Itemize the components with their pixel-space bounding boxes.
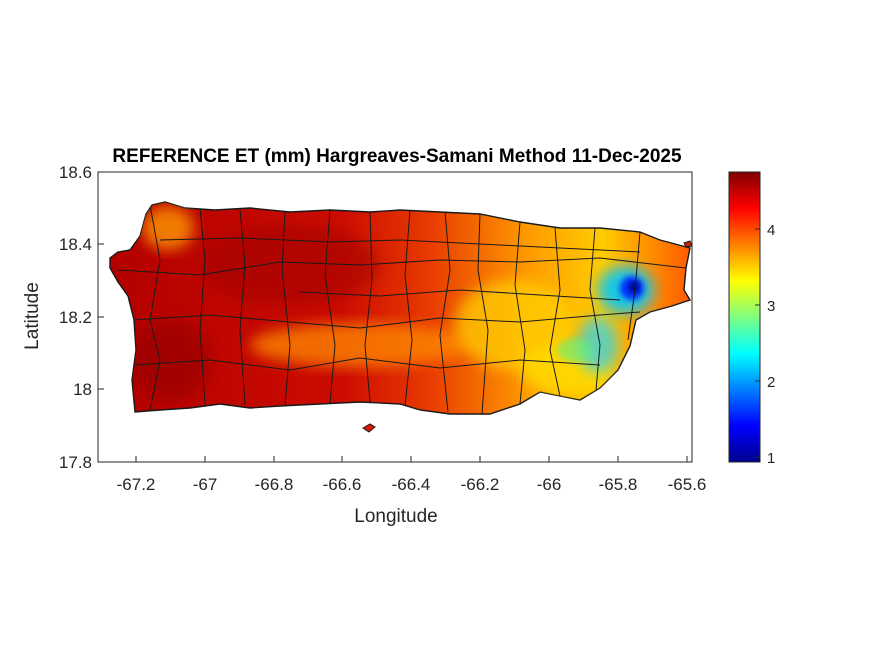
- x-tick-label: -65.6: [668, 475, 707, 494]
- x-tick-label: -66.4: [392, 475, 431, 494]
- colorbar-tick-label: 1: [767, 450, 775, 467]
- x-tick-label: -66.6: [323, 475, 362, 494]
- x-tick-label: -67.2: [117, 475, 156, 494]
- colorbar-tick-label: 4: [767, 222, 775, 239]
- colorbar: 1 2 3 4: [728, 171, 775, 467]
- x-tick-label: -65.8: [599, 475, 638, 494]
- y-tick-label: 18.6: [59, 163, 92, 182]
- caja-de-muertos-island: [362, 423, 376, 433]
- y-tick-label: 18.4: [59, 235, 92, 254]
- y-tick-label: 18: [73, 380, 92, 399]
- x-tick-label: -66.2: [461, 475, 500, 494]
- y-axis-label: Latitude: [22, 282, 43, 350]
- y-tick-label: 17.8: [59, 453, 92, 472]
- x-tick-label: -67: [193, 475, 218, 494]
- southwest-dark-red: [130, 320, 210, 400]
- x-axis-label: Longitude: [354, 506, 437, 527]
- el-yunque-core: [629, 282, 639, 292]
- east-green-band: [557, 338, 593, 362]
- highland-warm-band: [250, 323, 470, 367]
- north-dark-red: [200, 225, 380, 305]
- x-tick-labels: -67.2 -67 -66.8 -66.6 -66.4 -66.2 -66 -6…: [117, 475, 707, 494]
- colorbar-tick-label: 2: [767, 374, 775, 391]
- et-raster: [109, 201, 693, 433]
- northwest-warm-spot: [142, 206, 194, 250]
- x-tick-label: -66: [537, 475, 562, 494]
- chart-title: REFERENCE ET (mm) Hargreaves-Samani Meth…: [112, 146, 682, 167]
- central-east-yellow: [455, 280, 575, 370]
- x-tick-label: -66.8: [255, 475, 294, 494]
- culebrita-dots: [683, 240, 693, 248]
- x-axis: [135, 456, 688, 462]
- colorbar-gradient: [728, 171, 761, 463]
- municipality-boundaries: [117, 204, 687, 414]
- colorbar-tick-label: 3: [767, 298, 775, 315]
- y-tick-labels: 18.6 18.4 18.2 18 17.8: [59, 163, 92, 472]
- y-tick-label: 18.2: [59, 308, 92, 327]
- y-axis: [98, 171, 104, 463]
- eastern-cool-band: [578, 317, 618, 373]
